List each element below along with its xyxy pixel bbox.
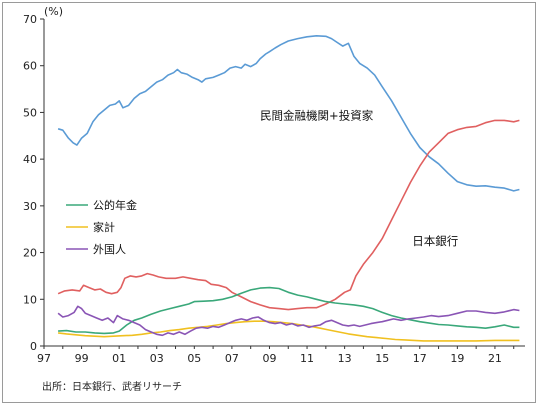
unit-label: (%): [44, 5, 63, 18]
x-tick-label: 99: [75, 352, 89, 365]
y-tick-label: 50: [23, 106, 37, 119]
series-line-1: [57, 119, 520, 311]
legend-label: 公的年金: [93, 198, 137, 212]
y-tick-label: 10: [23, 293, 37, 306]
x-tick-label: 15: [375, 352, 389, 365]
series-annotation: 日本銀行: [412, 234, 458, 248]
series-layer: [57, 35, 520, 342]
x-tick-label: 03: [150, 352, 164, 365]
source-note: 出所：日本銀行、武者リサーチ: [42, 380, 182, 393]
series-line-4: [57, 305, 520, 337]
x-tick-label: 97: [37, 352, 51, 365]
y-tick-label: 60: [23, 60, 37, 73]
x-tick-label: 19: [450, 352, 464, 365]
x-tick-label: 17: [413, 352, 427, 365]
y-tick-label: 30: [23, 200, 37, 213]
series-line-2: [58, 286, 520, 335]
y-tick-label: 20: [23, 247, 37, 260]
chart-axes: 0 10 20 30 40 50 60 70 97 99 01 03 05 07 09 11 13 15 17 19 2…: [23, 13, 525, 365]
x-tick-label: 13: [338, 352, 352, 365]
x-tick-label: 05: [187, 352, 201, 365]
y-tick-label: 70: [23, 13, 37, 26]
y-tick-label: 0: [30, 340, 37, 353]
x-tick-label: 01: [112, 352, 126, 365]
x-tick-label: 07: [225, 352, 239, 365]
y-tick-label: 40: [23, 153, 37, 166]
series-line-0: [57, 35, 520, 192]
x-tick-label: 11: [300, 352, 314, 365]
legend-label: 外国人: [93, 243, 126, 256]
x-tick-label: 09: [262, 352, 276, 365]
x-tick-label: 21: [488, 352, 502, 365]
series-annotation: 民間金融機関+投資家: [260, 108, 374, 122]
legend-label: 家計: [93, 220, 115, 234]
